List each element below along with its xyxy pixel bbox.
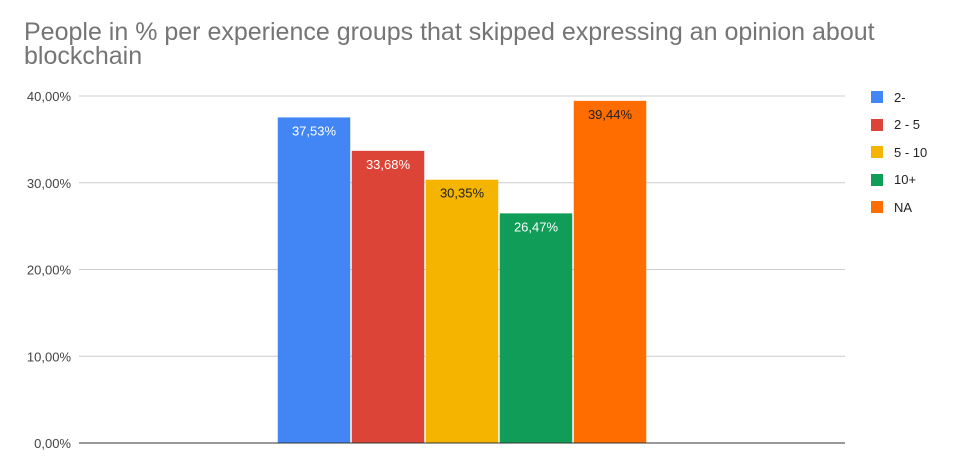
- data-label: 33,68%: [366, 157, 411, 172]
- data-label: 39,44%: [588, 107, 633, 122]
- legend-label: NA: [894, 199, 913, 215]
- bar: [425, 179, 499, 443]
- legend-label: 10+: [894, 172, 917, 187]
- y-tick-label: 40,00%: [27, 89, 72, 104]
- bar: [573, 100, 647, 443]
- legend-item: 5 - 10: [871, 143, 956, 161]
- data-label: 30,35%: [440, 186, 485, 201]
- data-labels: 37,53% 33,68% 30,35% 26,47% 39,44%: [292, 107, 633, 235]
- legend-swatch: [871, 201, 883, 213]
- legend-item: 10+: [871, 171, 956, 189]
- legend-swatch: [871, 91, 883, 103]
- legend-label: 5 - 10: [894, 144, 928, 160]
- y-tick-label: 10,00%: [27, 349, 72, 364]
- bar: [351, 150, 425, 444]
- bars: [277, 100, 647, 444]
- legend-item: 2-: [871, 88, 956, 106]
- legend-swatch: [871, 118, 883, 131]
- legend-label: 2-: [894, 89, 906, 105]
- y-tick-label: 30,00%: [27, 176, 72, 191]
- legend-item: NA: [871, 198, 956, 216]
- legend-label: 2 - 5: [894, 117, 921, 132]
- legend-swatch: [871, 173, 883, 186]
- data-label: 26,47%: [514, 219, 559, 234]
- bar: [277, 117, 351, 444]
- chart-title: People in % per experience groups that s…: [24, 18, 875, 70]
- y-axis-tick-labels: 0,00% 10,00% 20,00% 30,00% 40,00%: [27, 89, 72, 451]
- legend-item: 2 - 5: [871, 116, 956, 134]
- legend-swatch: [871, 146, 883, 158]
- y-tick-label: 20,00%: [27, 263, 72, 278]
- bar: [499, 213, 573, 443]
- data-label: 37,53%: [292, 123, 337, 138]
- legend: 2- 2 - 5 5 - 10 10+ NA: [871, 88, 956, 226]
- y-tick-label: 0,00%: [34, 436, 71, 451]
